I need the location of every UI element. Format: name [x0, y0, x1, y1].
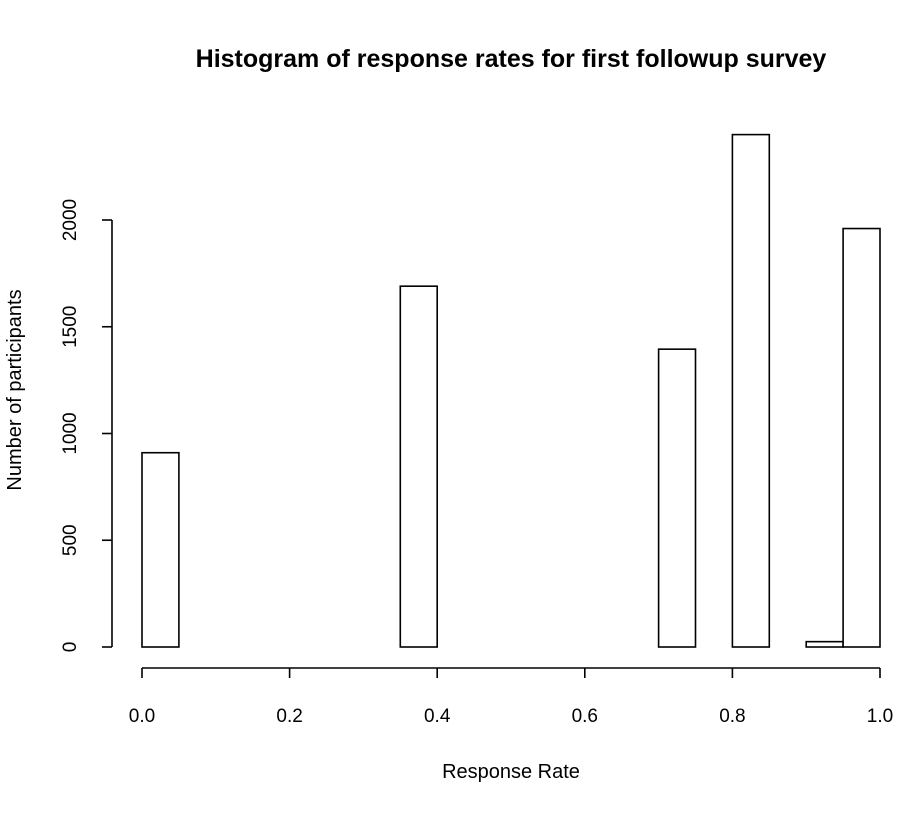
histogram-bar-4: [805, 640, 844, 648]
x-tick-label-0: 0.0: [129, 706, 155, 727]
x-tick-label-1: 0.2: [276, 706, 302, 727]
histogram-bar-3: [731, 133, 771, 648]
y-tick-label-0: 0: [60, 642, 81, 653]
x-tick-label-2: 0.4: [424, 706, 451, 727]
histogram-bar-2: [657, 348, 697, 648]
chart-title: Histogram of response rates for first fo…: [196, 45, 827, 73]
y-tick-label-3: 1500: [60, 306, 81, 348]
x-tick-label-5: 1.0: [867, 706, 893, 727]
histogram-bar-5: [842, 227, 881, 648]
x-axis-label: Response Rate: [442, 761, 580, 783]
y-tick-label-2: 1000: [60, 412, 81, 454]
y-tick-label-4: 2000: [60, 199, 81, 241]
y-tick-label-1: 500: [60, 524, 81, 556]
histogram-bar-1: [399, 285, 438, 648]
bars-group: [141, 133, 881, 648]
histogram-bar-0: [141, 451, 180, 648]
x-tick-label-4: 0.8: [719, 706, 745, 727]
y-axis-label: Number of participants: [4, 289, 26, 490]
x-tick-label-3: 0.6: [572, 706, 598, 727]
y-axis: 0 500 1000 1500 2000: [60, 199, 113, 653]
x-axis: 0.0 0.2 0.4 0.6 0.8 1.0: [129, 667, 893, 727]
